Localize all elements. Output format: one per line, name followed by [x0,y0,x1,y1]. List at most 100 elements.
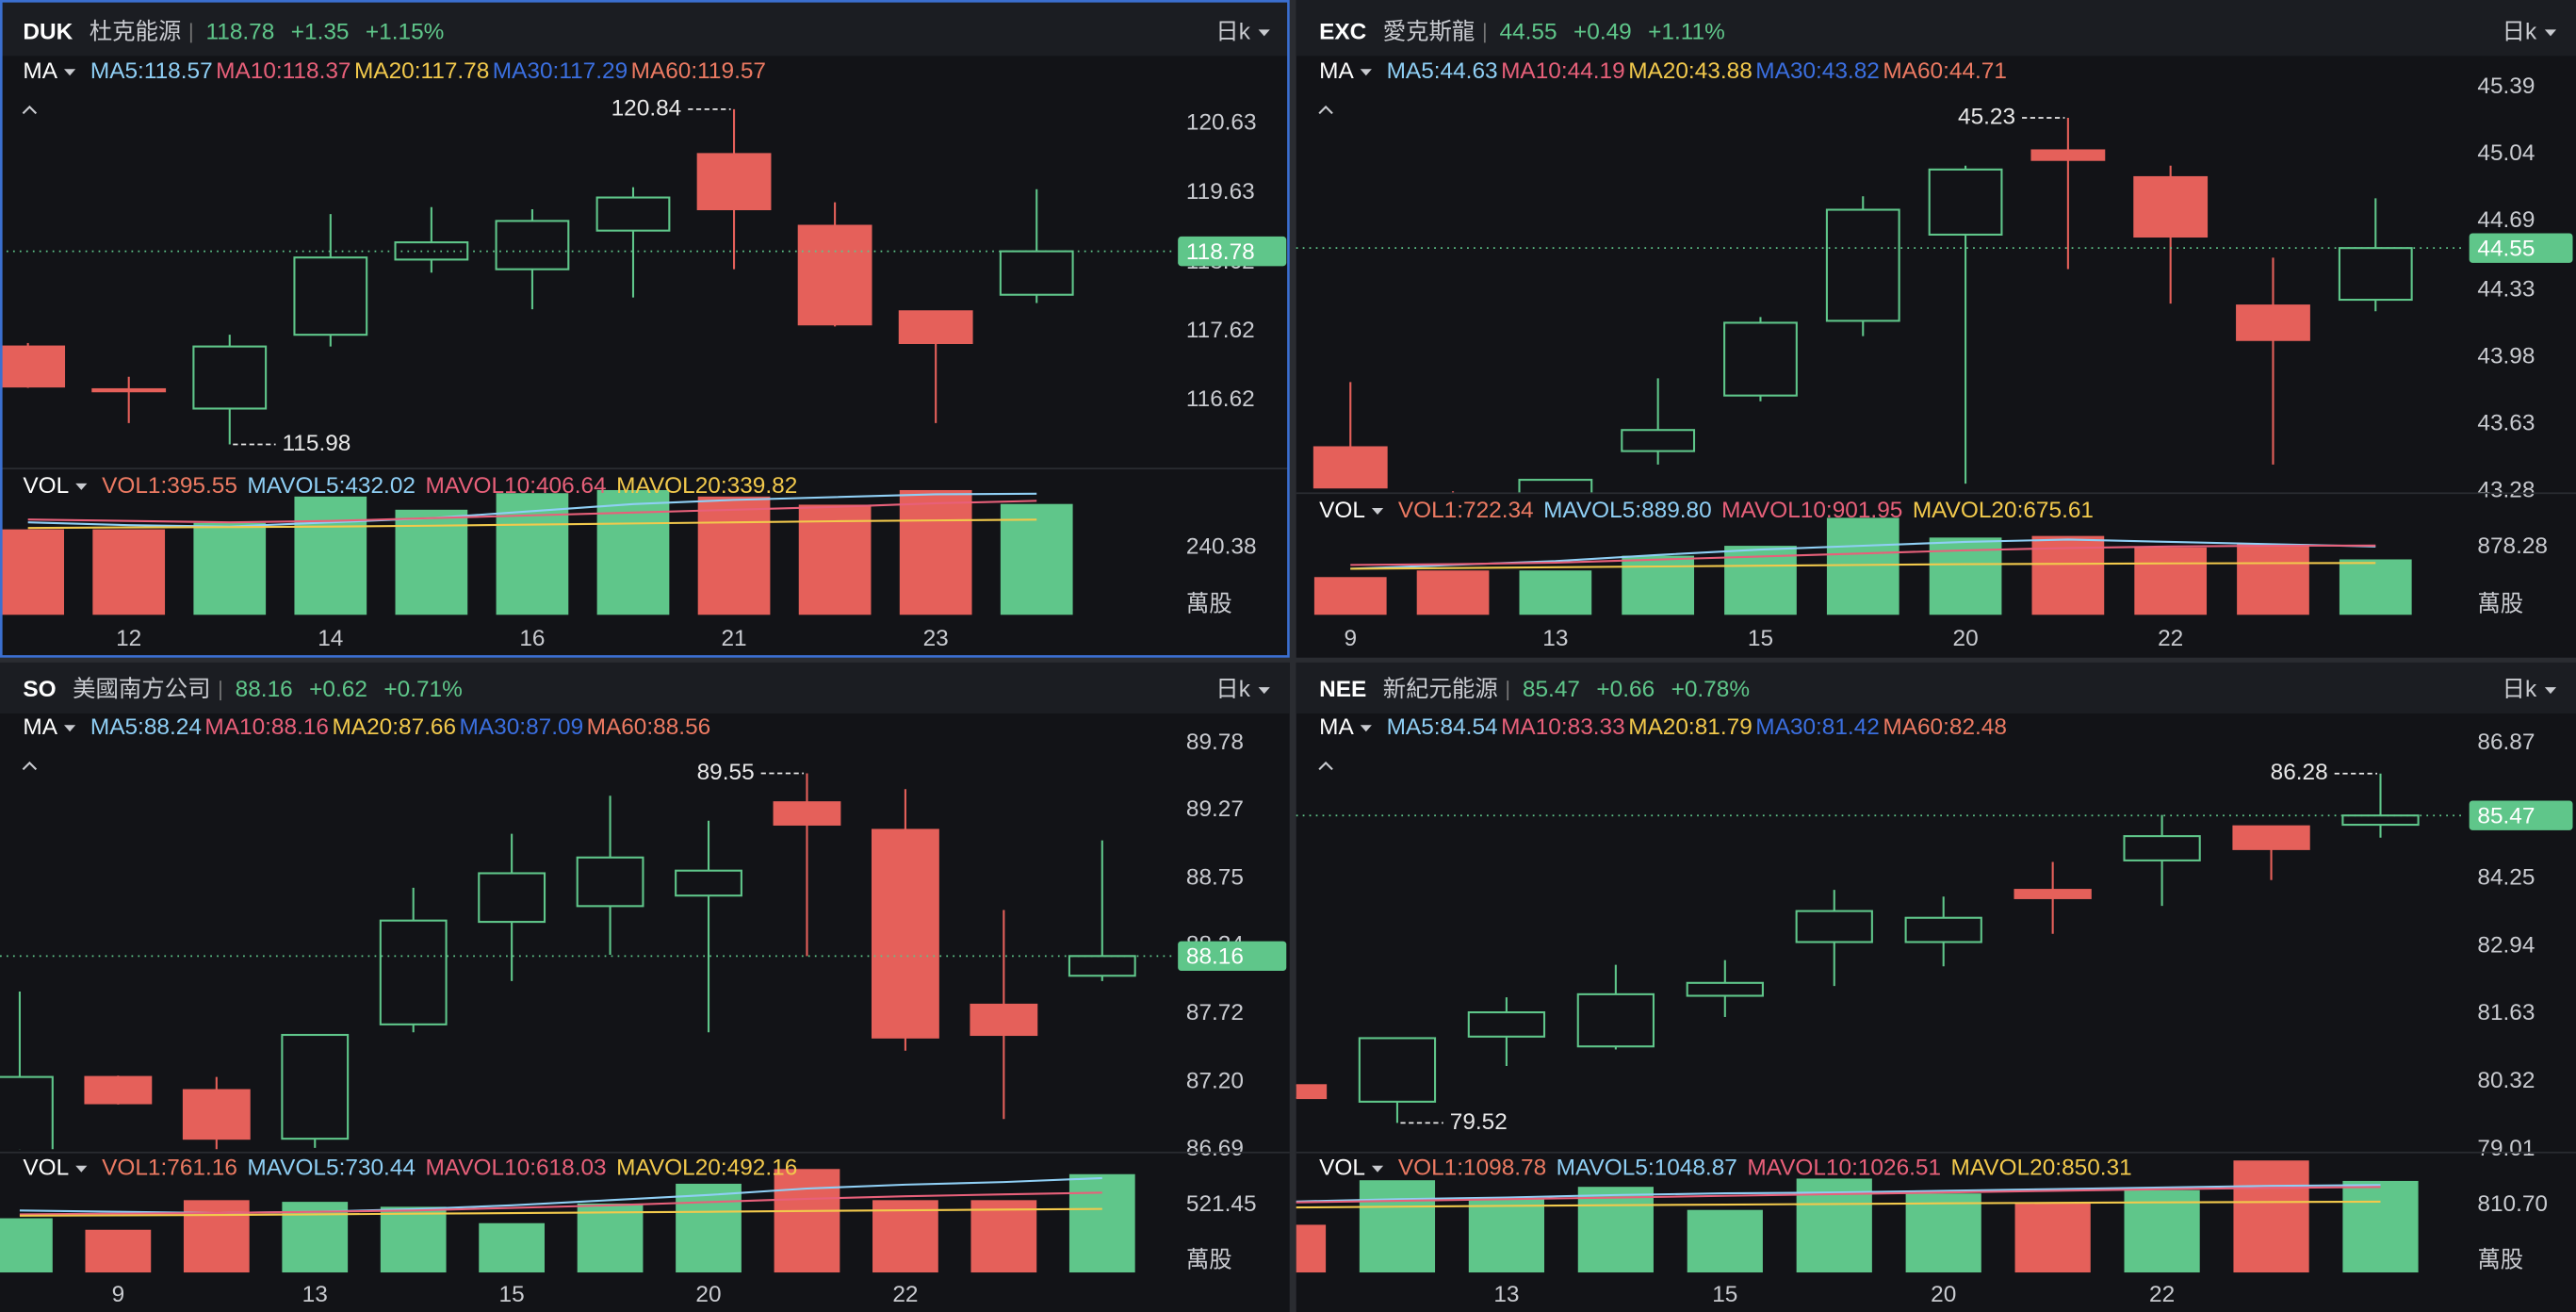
dropdown-caret[interactable] [1258,29,1270,37]
dropdown-caret[interactable] [1371,508,1384,515]
volume-bar [2014,1203,2091,1273]
chart-panel[interactable]: NEE 新紀元能源 85.47 +0.66 +0.78% 日k MA MA5:84.54 MA1… [1250,662,2576,1312]
y-tick-label: 84.25 [2477,865,2535,891]
candle-body [1312,446,1388,489]
legend-entry: MA30:43.82 [1755,58,1880,84]
collapse-icon[interactable] [1318,105,1333,115]
volume-bar [1519,570,1592,615]
volume-bar [193,522,267,615]
dropdown-caret[interactable] [1258,687,1270,695]
candle-body [1467,1010,1546,1038]
dropdown-caret[interactable] [75,1165,88,1173]
dropdown-caret[interactable] [63,69,76,76]
volume-ma-line [1296,1186,2381,1204]
x-tick-label: 22 [2158,626,2183,651]
legend-entry: MA20:43.88 [1628,58,1753,84]
price-change: +1.35 [291,19,350,44]
candle-body [84,1075,153,1105]
legend-entry: MA10:88.16 [204,714,329,740]
price-change-pct: +1.11% [1648,19,1725,44]
volume-bar [1905,1193,1981,1273]
candle-body [2133,175,2209,238]
volume-bar [294,496,367,615]
candle-body [293,256,368,336]
volume-plot [0,489,1073,615]
period-selector[interactable]: 日k [2503,19,2537,44]
y-tick-label: 89.78 [1186,730,1244,755]
collapse-icon[interactable] [22,105,38,115]
x-tick-label: 15 [499,1282,525,1307]
y-tick-label: 86.87 [2477,730,2535,755]
candle-body [2338,247,2413,302]
volume-selector[interactable]: VOL [23,1156,69,1181]
period-selector[interactable]: 日k [1215,677,1250,702]
price-plot [1312,117,2413,494]
volume-selector[interactable]: VOL [1319,498,1365,523]
volume-bar [1313,577,1387,615]
x-tick-label: 23 [923,626,949,651]
legend-entry: MAVOL5:730.44 [247,1156,416,1181]
y-tick-label: 81.63 [2477,1000,2535,1025]
legend-entry: MA10:118.37 [216,58,351,84]
chart-panel[interactable]: EXC 愛克斯龍 44.55 +0.49 +1.11% 日k MA MA5:44.63 MA10… [1296,0,2576,658]
volume-ma-line [27,500,1037,524]
dropdown-caret[interactable] [63,725,76,732]
ticker: DUK [23,19,73,44]
volume-bar [2339,559,2412,615]
volume-bar [183,1200,250,1273]
volume-bar [1622,555,1695,615]
last-price-box [1178,941,1287,972]
dropdown-caret[interactable] [2544,687,2557,695]
x-tick-label: 12 [116,626,141,651]
volume-ma-line [19,1207,1102,1217]
volume-bar [1000,503,1073,615]
candle-body [1686,981,1764,997]
period-selector[interactable]: 日k [2503,677,2537,702]
dropdown-caret[interactable] [1360,69,1372,76]
y-tick-label: 87.20 [1186,1069,1244,1094]
dropdown-caret[interactable] [75,483,88,490]
ticker: EXC [1319,19,1366,44]
x-tick-label: 13 [1542,626,1568,651]
volume-selector[interactable]: VOL [23,473,69,499]
candle-body [0,1075,54,1150]
stock-name: 新紀元能源 [1383,677,1498,702]
low-annotation: 115.98 [283,431,351,456]
y-tick-label: 44.33 [2477,276,2535,302]
dropdown-caret[interactable] [2544,29,2557,37]
y-tick-label: 117.62 [1186,318,1255,343]
ma-selector[interactable]: MA [1319,714,1354,740]
candle-body [478,872,546,924]
chart-panel[interactable]: SO 美國南方公司 88.16 +0.62 +0.71% 日k MA MA5:88.24 MA1… [0,662,1290,1312]
legend-entry: MA30:117.29 [493,58,628,84]
candle-body [1576,992,1655,1048]
panel-header [0,0,1290,57]
candle-body [1904,916,1982,943]
last-price-label: 88.16 [1186,944,1244,970]
dropdown-caret[interactable] [1371,1165,1384,1173]
x-tick-label: 15 [1748,626,1773,651]
price-change-pct: +0.71% [383,677,462,702]
header-price: 118.78 [205,19,274,44]
header-price: 44.55 [1500,19,1557,44]
volume-selector[interactable]: VOL [1319,1156,1365,1181]
dropdown-caret[interactable] [1360,725,1372,732]
volume-bar [92,529,166,615]
period-selector[interactable]: 日k [1215,19,1250,44]
x-tick-label: 20 [695,1282,721,1307]
volume-bar [774,1169,840,1273]
collapse-icon[interactable] [1318,761,1333,771]
x-tick-label: 21 [721,626,746,651]
collapse-icon[interactable] [22,761,38,771]
y-tick-label: 116.62 [1186,386,1255,412]
legend-entry: MAVOL20:339.82 [616,473,797,499]
volume-bar [697,496,771,615]
volume-bar [380,1206,447,1273]
y-tick-label: 80.32 [2477,1068,2535,1093]
ma-selector[interactable]: MA [23,58,57,84]
ma-selector[interactable]: MA [1319,58,1354,84]
legend-entry: MAVOL10:406.64 [425,473,606,499]
y-tick-label: 89.27 [1186,796,1244,822]
ma-selector[interactable]: MA [23,714,57,740]
